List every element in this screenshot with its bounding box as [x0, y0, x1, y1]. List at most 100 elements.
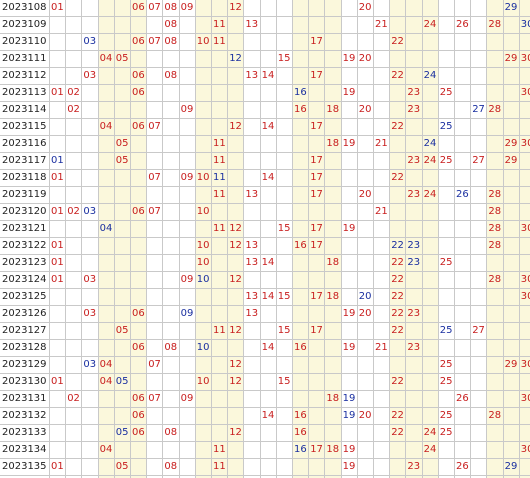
blue-number: 11: [213, 172, 226, 183]
red-number: 17: [310, 444, 323, 455]
period-label: 2023123: [2, 257, 47, 268]
red-number: 01: [51, 2, 64, 13]
period-label: 2023122: [2, 240, 47, 251]
red-number: 24: [423, 155, 437, 166]
red-number: 22: [391, 325, 404, 336]
grid-vline: [389, 0, 391, 478]
grid-vline: [292, 0, 293, 478]
red-number: 14: [261, 121, 275, 132]
red-number: 06: [132, 342, 145, 353]
grid-hline: [0, 67, 530, 68]
red-number: 04: [99, 376, 113, 387]
red-number: 04: [99, 53, 113, 64]
red-number: 23: [407, 342, 421, 353]
grid-vline: [146, 0, 148, 478]
red-number: 25: [439, 376, 453, 387]
grid-vline: [162, 0, 164, 478]
red-number: 19: [342, 342, 356, 353]
red-number: 30: [520, 444, 530, 455]
grid-vline: [373, 0, 374, 478]
red-number: 20: [358, 308, 372, 319]
red-number: 28: [488, 104, 502, 115]
red-number: 22: [391, 121, 404, 132]
red-number: 28: [488, 19, 502, 30]
grid-vline: [49, 0, 50, 478]
blue-number: 23: [407, 257, 421, 268]
red-number: 04: [99, 444, 113, 455]
grid-hline: [0, 33, 530, 34]
red-number: 20: [358, 2, 372, 13]
red-number: 29: [504, 138, 518, 149]
red-number: 22: [391, 257, 404, 268]
grid-hline: [0, 288, 530, 289]
red-number: 22: [391, 70, 404, 81]
red-number: 03: [83, 274, 97, 285]
red-number: 06: [132, 410, 145, 421]
red-number: 12: [229, 121, 242, 132]
red-number: 24: [423, 444, 437, 455]
grid-vline: [470, 0, 472, 478]
red-number: 30: [520, 53, 530, 64]
red-number: 11: [213, 138, 226, 149]
grid-vline: [454, 0, 455, 478]
red-number: 23: [407, 308, 421, 319]
blue-number: 10: [196, 342, 210, 353]
grid-hline: [0, 152, 530, 153]
blue-number: 24: [423, 70, 437, 81]
period-label: 2023108: [2, 2, 47, 13]
red-number: 11: [213, 155, 226, 166]
grid-vline: [113, 0, 115, 478]
red-number: 14: [261, 257, 275, 268]
red-number: 28: [488, 206, 502, 217]
red-number: 03: [83, 308, 97, 319]
grid-hline: [0, 373, 530, 374]
red-number: 09: [180, 393, 194, 404]
red-number: 22: [391, 274, 404, 285]
period-label: 2023131: [2, 393, 47, 404]
red-number: 08: [164, 70, 178, 81]
blue-number: 16: [294, 444, 307, 455]
grid-hline: [0, 50, 530, 51]
red-number: 27: [472, 325, 485, 336]
red-number: 17: [310, 121, 323, 132]
grid-hline: [0, 458, 530, 459]
red-number: 08: [164, 342, 178, 353]
blue-number: 10: [196, 274, 210, 285]
red-number: 19: [342, 53, 356, 64]
period-label: 2023110: [2, 36, 47, 47]
red-number: 17: [310, 172, 323, 183]
red-number: 10: [196, 206, 210, 217]
red-number: 18: [326, 393, 340, 404]
red-number: 19: [342, 223, 356, 234]
red-number: 12: [229, 325, 242, 336]
red-number: 29: [504, 359, 518, 370]
red-number: 08: [164, 19, 178, 30]
grid-vline: [130, 0, 131, 478]
red-number: 30: [520, 87, 530, 98]
blue-number: 03: [83, 206, 97, 217]
red-number: 07: [148, 206, 161, 217]
blue-number: 05: [115, 427, 129, 438]
red-number: 24: [423, 189, 437, 200]
period-label: 2023135: [2, 461, 47, 472]
red-number: 25: [439, 427, 453, 438]
red-number: 22: [391, 376, 404, 387]
red-number: 01: [51, 172, 64, 183]
red-number: 17: [310, 36, 323, 47]
red-number: 08: [164, 2, 178, 13]
period-label: 2023119: [2, 189, 47, 200]
grid-vline: [518, 0, 520, 478]
blue-number: 16: [294, 87, 307, 98]
red-number: 08: [164, 461, 178, 472]
grid-hline: [0, 237, 530, 238]
red-number: 12: [229, 2, 242, 13]
red-number: 14: [261, 70, 275, 81]
period-label: 2023121: [2, 223, 47, 234]
red-number: 15: [277, 53, 291, 64]
red-number: 30: [520, 291, 530, 302]
red-number: 05: [115, 138, 129, 149]
red-number: 04: [99, 121, 113, 132]
red-number: 25: [439, 155, 453, 166]
red-number: 06: [132, 2, 145, 13]
red-number: 01: [51, 257, 64, 268]
